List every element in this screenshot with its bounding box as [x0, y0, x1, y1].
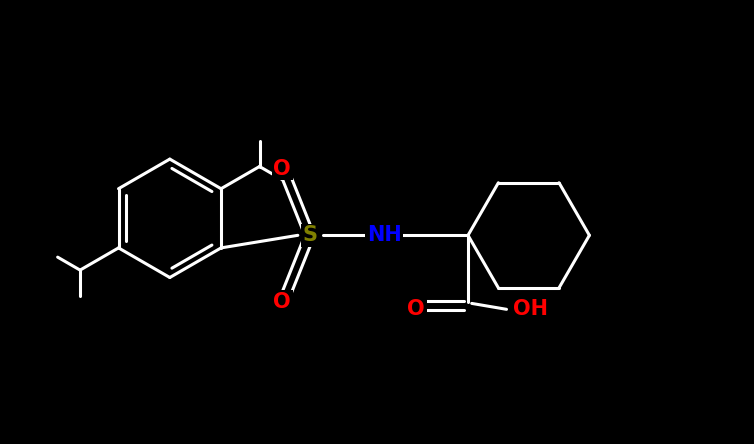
Text: OH: OH — [513, 299, 547, 319]
Text: NH: NH — [367, 225, 402, 246]
Text: O: O — [274, 159, 291, 179]
Text: O: O — [407, 299, 425, 319]
Text: O: O — [274, 292, 291, 312]
Text: S: S — [303, 225, 318, 246]
